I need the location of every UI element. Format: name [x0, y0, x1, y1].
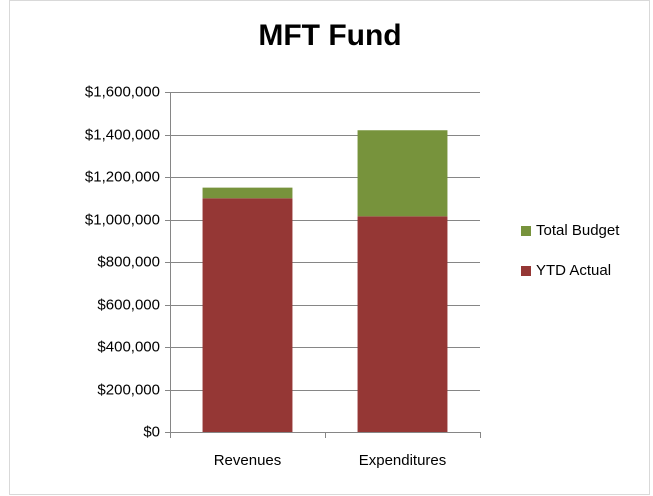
y-tick-label: $1,600,000: [85, 83, 160, 100]
x-tick-label: Expenditures: [359, 452, 447, 469]
legend-swatch: [521, 266, 531, 276]
y-tick-label: $0: [143, 423, 160, 440]
x-tick-label: Revenues: [214, 452, 282, 469]
y-tick-label: $200,000: [97, 381, 160, 398]
y-tick-label: $1,200,000: [85, 168, 160, 185]
chart-title: MFT Fund: [258, 19, 401, 52]
bar-segment: [202, 187, 293, 199]
legend-swatch: [521, 226, 531, 236]
y-tick-label: $800,000: [97, 253, 160, 270]
legend-label: Total Budget: [536, 222, 620, 239]
y-tick-label: $600,000: [97, 296, 160, 313]
legend-label: YTD Actual: [536, 262, 611, 279]
y-tick-label: $1,400,000: [85, 126, 160, 143]
y-tick-label: $400,000: [97, 338, 160, 355]
bar-segment: [357, 130, 448, 217]
bar-segment: [202, 198, 293, 432]
bar-segment: [357, 216, 448, 432]
chart-border: [9, 0, 650, 495]
y-tick-label: $1,000,000: [85, 211, 160, 228]
